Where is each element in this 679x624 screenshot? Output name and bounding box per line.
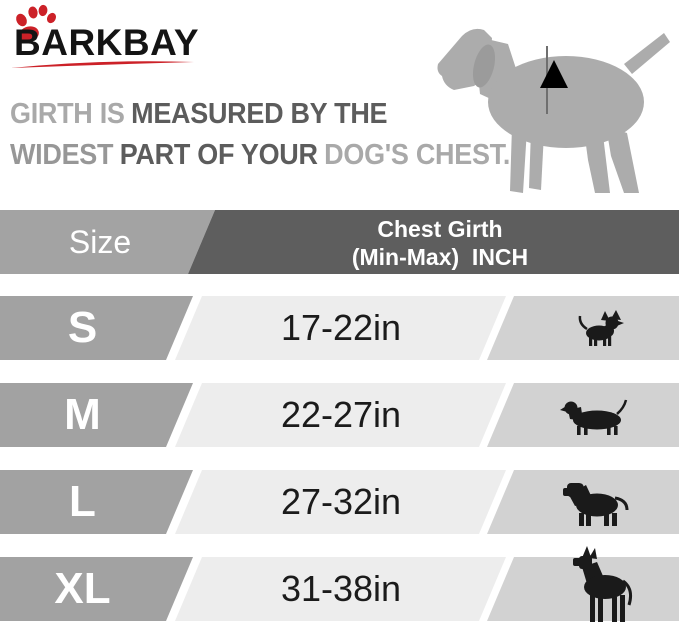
brand-logo: BARKBAY [8, 2, 218, 74]
size-cell-bg [0, 296, 193, 360]
girth-cell-bg [175, 470, 506, 534]
heading-segment: PART OF YOUR [119, 139, 318, 171]
girth-cell-bg [175, 383, 506, 447]
size-cell-bg [0, 383, 193, 447]
dachshund-icon [560, 399, 628, 435]
heading-line-1: GIRTH IS MEASURED BY THE [10, 94, 531, 135]
girth-cell-bg [175, 557, 506, 621]
dog-girth-illustration [437, 28, 670, 193]
girth-instruction-heading: GIRTH IS MEASURED BY THE WIDEST PART OF YO… [10, 94, 570, 176]
girth-value: 27-32in [280, 481, 402, 522]
logo-underline-swoosh [11, 61, 194, 68]
header-girth-line1: Chest Girth [377, 216, 503, 242]
girth-arrow-marker [540, 60, 568, 88]
header-girth-line2: (Min-Max) INCH [351, 244, 529, 270]
size-label: M [64, 390, 101, 439]
heading-segment: WIDEST [10, 139, 114, 171]
icon-cell-bg [487, 296, 679, 360]
table-row-size-s: S 17-22in [0, 296, 679, 360]
size-cell-bg [0, 470, 193, 534]
header-girth-label: Chest Girth (Min-Max) INCH [215, 213, 665, 273]
paw-print-icon [16, 4, 57, 42]
heading-line-2: WIDEST PART OF YOUR DOG'S CHEST. [10, 135, 531, 176]
table-row-size-xl: XL 31-38in [0, 546, 679, 622]
table-header-row: Size Chest Girth (Min-Max) INCH [0, 210, 679, 274]
heading-segment: GIRTH IS [10, 98, 125, 130]
girth-value: 17-22in [280, 307, 402, 348]
header-girth-cell-bg [188, 210, 679, 274]
dog-ear [472, 44, 496, 88]
great-dane-icon [573, 546, 632, 622]
header-size-label: Size [68, 224, 132, 260]
size-label: S [67, 303, 98, 352]
size-label: L [69, 477, 96, 526]
girth-value: 22-27in [280, 394, 402, 435]
girth-value: 31-38in [280, 568, 402, 609]
girth-cell-bg [175, 296, 506, 360]
chihuahua-icon [578, 310, 624, 346]
brand-name: BARKBAY [14, 22, 200, 63]
size-cell-bg [0, 557, 193, 621]
header-size-cell-bg [0, 210, 215, 274]
table-row-size-m: M 22-27in [0, 383, 679, 447]
rottweiler-icon [563, 483, 629, 526]
heading-segment: DOG'S CHEST. [324, 139, 511, 171]
table-row-size-l: L 27-32in [0, 470, 679, 534]
heading-segment: MEASURED BY THE [131, 98, 388, 130]
size-label: XL [54, 564, 111, 613]
